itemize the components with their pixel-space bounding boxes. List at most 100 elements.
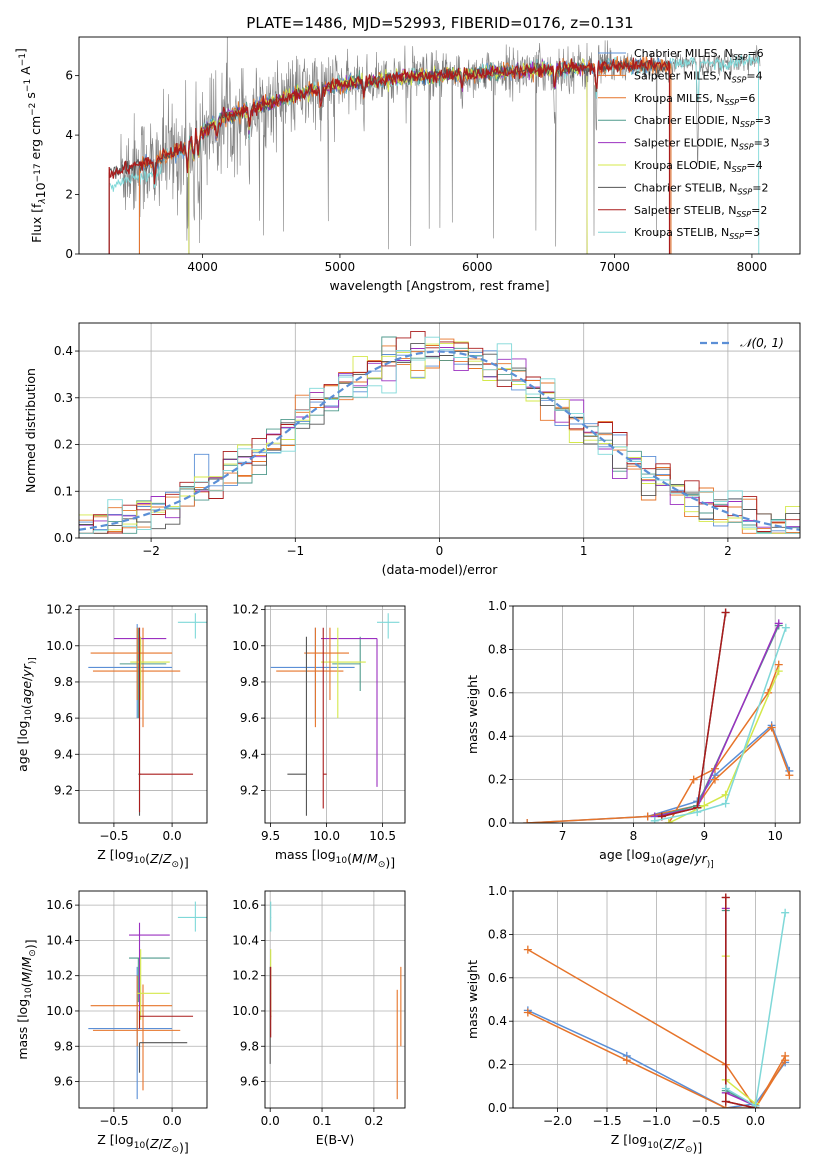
x-axis-label: wavelength [Angstrom, rest frame] bbox=[329, 278, 549, 293]
mass-weight-vs-age-frame bbox=[512, 605, 801, 824]
y-tick-label: 6 bbox=[65, 69, 73, 83]
mass-weight-line bbox=[527, 948, 786, 1108]
error-bar-point bbox=[304, 627, 349, 701]
error-bar-point bbox=[138, 1042, 188, 1073]
mass-weight-line bbox=[668, 664, 780, 823]
residual-histogram bbox=[79, 336, 800, 534]
mass-weight-marker bbox=[523, 1008, 532, 1017]
label-part: ⊙ bbox=[378, 860, 386, 870]
label-part: ( bbox=[662, 851, 667, 866]
mass-weight-vs-Z-plot-area bbox=[523, 893, 790, 1108]
y-axis-label: Normed distribution bbox=[23, 368, 38, 493]
mass-weight-line bbox=[725, 956, 756, 1105]
y-tick-label: 10.0 bbox=[46, 1004, 73, 1018]
label-part: −2 bbox=[28, 103, 38, 116]
label-part: ( bbox=[145, 851, 150, 866]
legend-sub: SSP bbox=[733, 53, 748, 62]
mass-weight-marker bbox=[721, 1084, 730, 1093]
label-part: λ bbox=[38, 198, 48, 204]
residual-histogram bbox=[79, 343, 800, 534]
mass-weight-marker bbox=[781, 908, 790, 917]
mass-weight-vs-age-plot-area bbox=[523, 608, 794, 823]
label-part: age [log bbox=[15, 721, 30, 772]
legend-sub: SSP bbox=[724, 98, 739, 107]
legend-entry: Chabrier ELODIE, NSSP=3 bbox=[634, 114, 771, 129]
label-part: Z bbox=[663, 1136, 673, 1151]
y-tick-label: 4 bbox=[65, 128, 73, 142]
legend-value: =6 bbox=[747, 47, 763, 60]
legend-name: Chabrier MILES, N bbox=[634, 47, 733, 60]
legend-value: =3 bbox=[744, 226, 760, 239]
model-spectrum bbox=[138, 56, 672, 254]
mass-weight-marker bbox=[781, 623, 790, 632]
label-part: −17 bbox=[33, 163, 43, 182]
label-part: ( bbox=[659, 1136, 664, 1151]
label-part: age [log bbox=[599, 847, 650, 862]
spectrum-plot-area bbox=[108, 37, 761, 254]
legend-entry: Kroupa ELODIE, NSSP=4 bbox=[634, 159, 763, 174]
y-tick-label: 0.8 bbox=[488, 642, 507, 656]
y-tick-label: 0.4 bbox=[488, 1014, 507, 1028]
error-bar-point bbox=[90, 975, 173, 1047]
x-tick-label: 9.5 bbox=[261, 829, 280, 843]
x-tick-label: 7 bbox=[559, 829, 567, 843]
y-tick-label: 9.4 bbox=[54, 747, 73, 761]
error-bar-point bbox=[322, 627, 327, 809]
mass-weight-marker bbox=[689, 775, 698, 784]
age-vs-Z-axes: −0.5 0.0 9.2 9.4 9.6 9.8 10.0 10.2 bbox=[46, 603, 207, 843]
y-tick-label: 0.2 bbox=[488, 773, 507, 787]
label-part: age bbox=[667, 851, 691, 866]
age-vs-mass-plot-area bbox=[270, 613, 400, 816]
legend-value: =4 bbox=[746, 159, 762, 172]
x-tick-label: 1 bbox=[580, 544, 588, 558]
x-tick-label: 0.0 bbox=[261, 1114, 280, 1128]
x-tick-label: −0.5 bbox=[99, 829, 128, 843]
error-bar-point bbox=[321, 637, 378, 787]
error-bar-point bbox=[377, 613, 400, 639]
y-tick-label: 10.4 bbox=[232, 933, 259, 947]
legend-sub: SSP bbox=[736, 210, 751, 219]
y-tick-label: 10.2 bbox=[232, 603, 259, 617]
mass-weight-marker bbox=[721, 1097, 730, 1106]
mass-weight-line bbox=[527, 724, 791, 823]
y-tick-label: 0.0 bbox=[488, 816, 507, 830]
mass-weight-line bbox=[725, 897, 756, 1108]
label-part: Z bbox=[149, 1136, 159, 1151]
y-tick-label: 0.6 bbox=[488, 686, 507, 700]
mass-weight-marker bbox=[710, 775, 719, 784]
label-part: )] bbox=[385, 855, 395, 870]
label-part: / bbox=[363, 851, 368, 866]
x-tick-label: 7000 bbox=[599, 260, 630, 274]
x-tick-label: 0.2 bbox=[364, 1114, 383, 1128]
y-tick-label: 9.6 bbox=[240, 711, 259, 725]
error-bar-point bbox=[119, 627, 167, 719]
mass-vs-Z-plot-area bbox=[88, 901, 207, 1100]
x-axis-label: Z [log10(Z/Z⊙)] bbox=[97, 847, 189, 870]
y-tick-label: 10.0 bbox=[232, 639, 259, 653]
error-bar-point bbox=[287, 636, 307, 816]
y-axis-label: mass weight bbox=[465, 960, 480, 1039]
y-tick-label: 9.2 bbox=[240, 783, 259, 797]
legend-name: Salpeter ELODIE, N bbox=[634, 137, 739, 150]
x-tick-label: 0.0 bbox=[163, 1114, 182, 1128]
y-tick-label: 10.2 bbox=[232, 969, 259, 983]
y-axis-label: age [log10(age/yr)] bbox=[15, 657, 38, 772]
normal-curve bbox=[79, 350, 800, 531]
legend-value: =3 bbox=[755, 114, 771, 127]
mass-weight-line bbox=[654, 627, 787, 822]
error-bar-point bbox=[332, 636, 361, 691]
legend-value: =4 bbox=[746, 69, 762, 82]
error-bar-point bbox=[270, 901, 272, 932]
y-tick-label: 1.0 bbox=[488, 599, 507, 613]
x-axis-label: mass [log10(M/M⊙)] bbox=[275, 847, 395, 870]
y-tick-label: 9.8 bbox=[240, 1039, 259, 1053]
x-tick-label: −1 bbox=[286, 544, 304, 558]
label-part: )] bbox=[28, 657, 38, 664]
x-axis-label: (data-model)/error bbox=[382, 562, 499, 577]
legend-name: Salpeter MILES, N bbox=[634, 69, 732, 82]
label-part: 10 bbox=[650, 856, 662, 866]
y-tick-label: 9.8 bbox=[54, 1039, 73, 1053]
label-part: ⊙ bbox=[28, 949, 38, 957]
